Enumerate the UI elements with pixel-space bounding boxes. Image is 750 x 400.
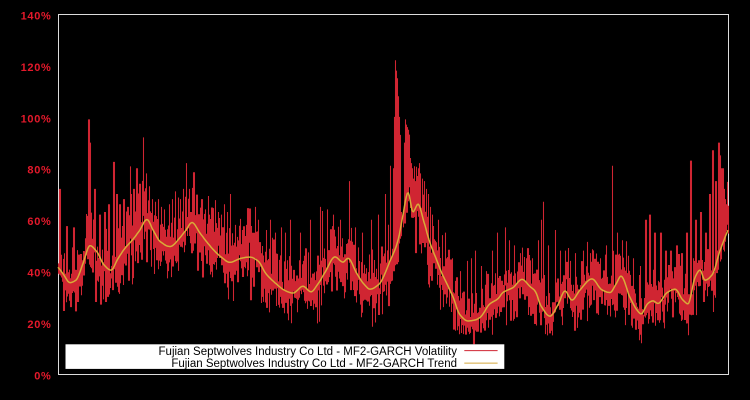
svg-text:80%: 80% — [27, 165, 51, 177]
svg-text:120%: 120% — [21, 62, 52, 74]
svg-text:40%: 40% — [27, 268, 51, 280]
svg-text:140%: 140% — [21, 10, 52, 22]
svg-text:100%: 100% — [21, 113, 52, 125]
svg-text:20%: 20% — [27, 319, 51, 331]
svg-text:Fujian Septwolves Industry Co: Fujian Septwolves Industry Co Ltd - MF2-… — [171, 358, 457, 370]
svg-text:60%: 60% — [27, 216, 51, 228]
svg-text:Fujian Septwolves Industry Co: Fujian Septwolves Industry Co Ltd - MF2-… — [159, 346, 458, 358]
svg-text:0%: 0% — [34, 370, 51, 382]
